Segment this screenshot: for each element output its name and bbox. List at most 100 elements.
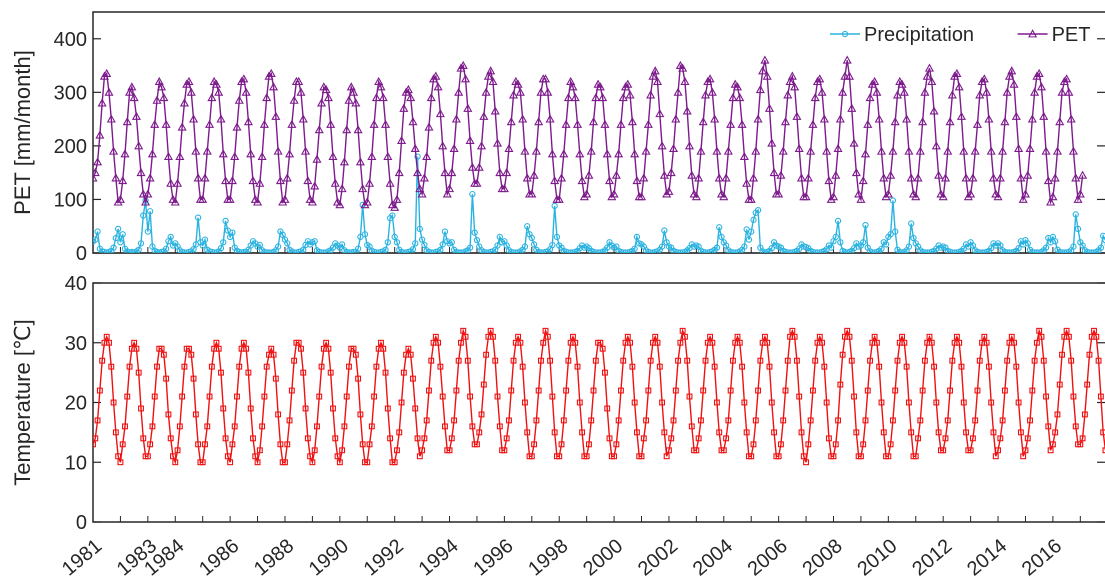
bottom-data-point: [995, 447, 1001, 454]
bottom-data-point: [860, 441, 867, 448]
bottom-data-point: [234, 393, 240, 400]
top-data-point: [350, 248, 357, 253]
bottom-data-point: [519, 363, 526, 370]
top-data-point: [473, 236, 481, 244]
bottom-data-point: [723, 435, 730, 442]
bottom-data-point: [1100, 429, 1105, 436]
top-data-point: [271, 111, 281, 120]
top-data-point: [367, 151, 377, 161]
top-data-point: [998, 146, 1008, 155]
top-data-point: [844, 71, 855, 80]
top-data-point: [783, 90, 793, 99]
top-data-point: [390, 202, 400, 211]
bottom-data-point: [93, 435, 99, 442]
bottom-data-point: [972, 417, 979, 424]
top-data-point: [535, 248, 542, 253]
bottom-data-point: [378, 339, 384, 346]
top-data-point: [727, 248, 734, 253]
bottom-data-point: [510, 357, 517, 364]
top-data-point: [109, 146, 119, 155]
top-data-point: [869, 249, 876, 253]
top-data-point: [124, 248, 131, 253]
top-data-point: [221, 175, 231, 185]
top-data-point: [592, 249, 599, 253]
bottom-data-point: [1036, 327, 1043, 334]
bottom-data-point: [154, 363, 160, 370]
top-data-point: [463, 103, 473, 112]
top-data-point: [751, 146, 761, 155]
bottom-data-point: [455, 357, 462, 364]
top-data-point: [611, 170, 621, 179]
top-data-point: [831, 170, 841, 179]
bottom-data-point: [967, 447, 974, 454]
top-data-point: [163, 151, 173, 161]
bottom-data-point: [147, 441, 154, 448]
top-data-point: [114, 225, 122, 233]
bottom-data-point: [412, 405, 419, 412]
top-data-point: [595, 82, 605, 91]
bottom-data-point: [439, 393, 446, 400]
bottom-data-point: [784, 357, 791, 364]
bottom-data-point: [1038, 333, 1045, 340]
bottom-data-point: [583, 453, 590, 460]
top-data-point: [892, 90, 903, 99]
bottom-data-point: [366, 441, 373, 448]
bottom-data-point: [480, 381, 487, 388]
top-data-point: [120, 149, 130, 158]
top-data-point: [1074, 225, 1082, 233]
top-data-point: [567, 249, 574, 253]
bottom-data-point: [263, 363, 270, 370]
bottom-data-point: [556, 453, 563, 460]
bottom-data-point: [1015, 399, 1022, 406]
bottom-data-point: [627, 339, 634, 346]
bottom-data-point: [791, 333, 798, 340]
top-data-point: [1058, 249, 1066, 253]
top-data-point: [737, 119, 747, 128]
top-data-point: [707, 87, 717, 96]
top-data-point: [549, 241, 556, 249]
top-data-point: [616, 119, 626, 128]
bottom-data-point: [286, 417, 293, 424]
bottom-data-point: [873, 339, 880, 346]
bottom-series-0: [93, 327, 1105, 466]
legend-item-0: Precipitation: [830, 24, 974, 46]
bottom-data-point: [165, 411, 172, 418]
top-data-point: [543, 87, 553, 96]
top-data-point: [167, 233, 174, 241]
bottom-data-point: [190, 375, 197, 382]
top-data-point: [488, 76, 498, 86]
top-data-point: [673, 87, 683, 96]
top-data-point: [416, 225, 423, 233]
bottom-data-point: [1011, 339, 1017, 346]
bottom-data-point: [1072, 423, 1079, 430]
bottom-data-point: [777, 441, 784, 448]
top-data-point: [152, 95, 162, 104]
top-data-point: [370, 248, 378, 253]
top-data-point: [586, 146, 596, 155]
top-data-point: [104, 87, 114, 96]
bottom-data-point: [172, 459, 179, 466]
top-data-point: [383, 151, 393, 161]
top-data-point: [924, 249, 931, 253]
top-data-point: [417, 189, 427, 198]
bottom-data-point: [218, 369, 224, 376]
bottom-data-point: [885, 453, 892, 460]
top-data-point: [627, 117, 637, 126]
bottom-data-point: [1022, 447, 1029, 454]
top-data-point: [140, 212, 147, 219]
top-data-point: [870, 76, 880, 86]
bottom-data-point: [990, 429, 997, 436]
top-data-point: [1016, 173, 1026, 182]
bottom-data-point: [601, 369, 608, 376]
top-data-point: [664, 186, 674, 195]
top-data-point: [263, 249, 270, 253]
top-data-point: [150, 119, 160, 128]
top-data-point: [854, 189, 864, 198]
top-data-point: [817, 87, 827, 96]
top-data-point: [393, 239, 401, 246]
bottom-data-point: [528, 453, 535, 460]
bottom-data-point: [588, 417, 595, 424]
top-data-point: [904, 146, 914, 155]
top-data-point: [451, 114, 461, 123]
bottom-data-point: [960, 399, 967, 406]
